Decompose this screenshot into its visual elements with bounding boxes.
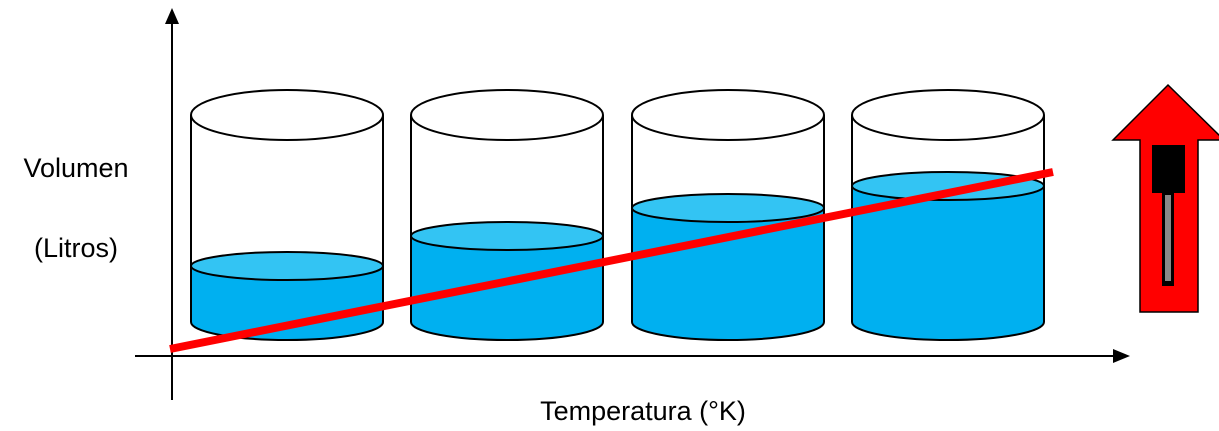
x-axis-arrowhead [1113,349,1130,363]
cylinder-top [411,90,603,140]
x-axis-label: Temperatura (°K) [540,396,746,426]
water-surface [411,222,603,250]
water-surface [632,194,824,222]
water-body [632,208,824,340]
diagram: Volumen (Litros) Temperatura (°K) [0,0,1219,431]
cylinder-top [191,90,383,140]
thermometer-head [1152,145,1185,193]
thermometer-column [1165,195,1171,281]
water-body [411,236,603,340]
cylinder-top [852,90,1044,140]
cylinder-top [632,90,824,140]
water-surface [191,252,383,280]
cylinders [191,90,1044,340]
y-axis-arrowhead [165,8,179,24]
page: Volumen (Litros) Temperatura (°K) (() =>… [0,0,1219,431]
y-axis-label: Volumen [23,153,128,183]
y-axis-unit: (Litros) [34,233,118,263]
